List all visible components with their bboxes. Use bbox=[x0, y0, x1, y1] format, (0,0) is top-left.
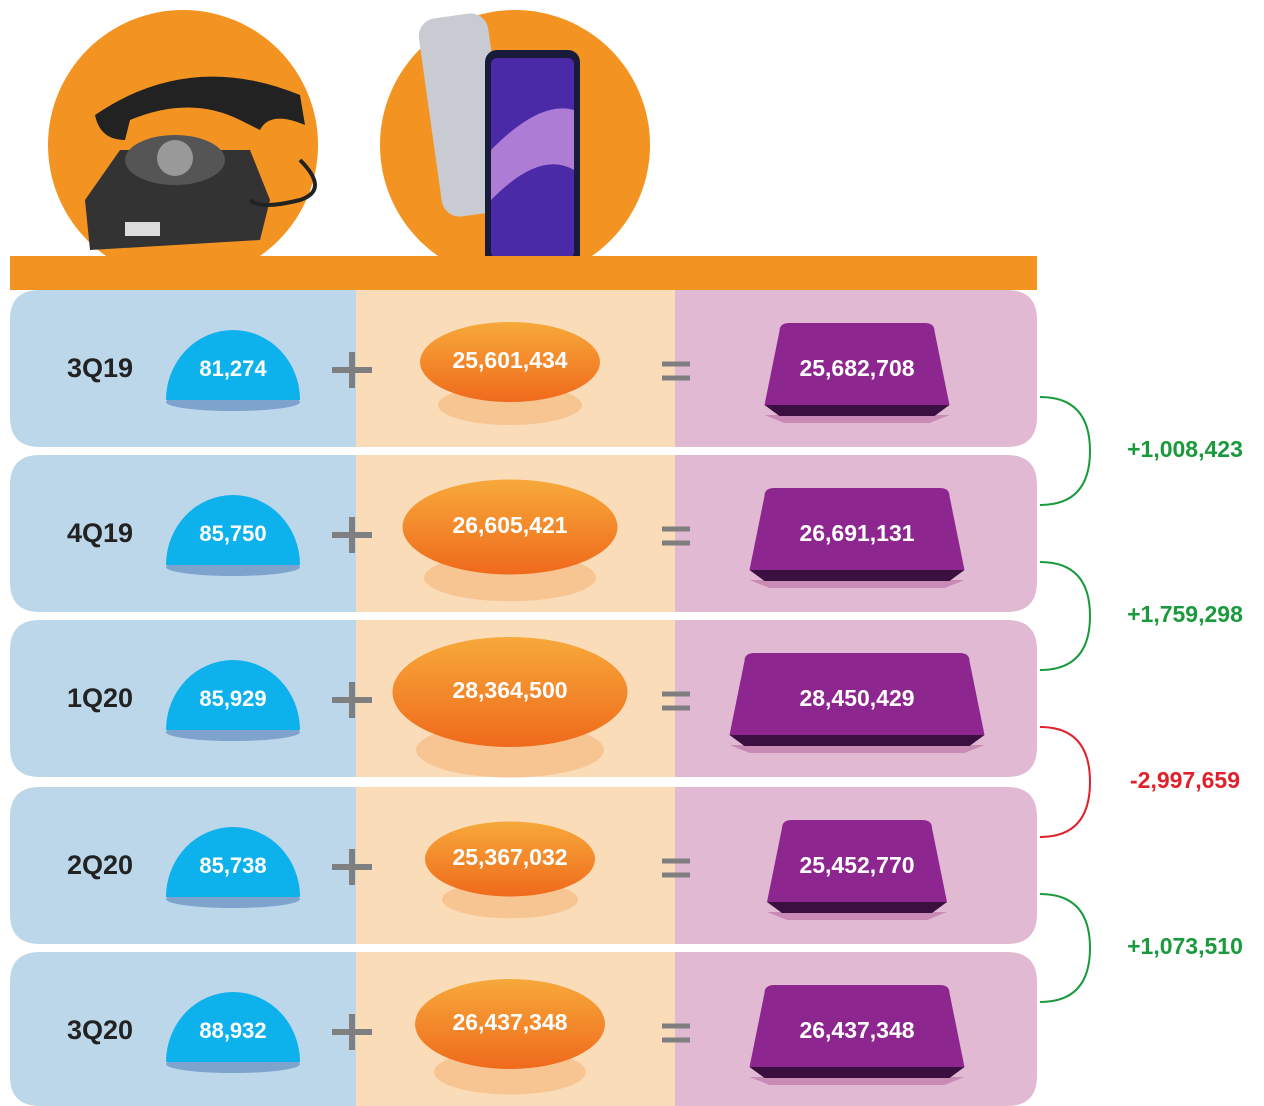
mobile-value: 26,437,348 bbox=[452, 1009, 567, 1035]
row: 2Q20 85,738 25,367,032 25,452,770 bbox=[10, 787, 1037, 944]
row: 1Q20 85,929 28,364,500 28,450,429 bbox=[10, 620, 1037, 778]
header-bar bbox=[10, 256, 1037, 290]
change-label: +1,073,510 bbox=[1127, 933, 1243, 959]
fixed-value: 85,929 bbox=[199, 686, 266, 711]
block-shadow bbox=[750, 1077, 965, 1085]
block-base bbox=[750, 570, 965, 581]
mobile-value: 28,364,500 bbox=[452, 677, 567, 703]
change-bracket bbox=[1040, 562, 1090, 670]
block-shadow bbox=[750, 580, 965, 588]
total-value: 26,437,348 bbox=[799, 1017, 914, 1043]
period-label: 3Q20 bbox=[67, 1015, 133, 1045]
block-shadow bbox=[767, 912, 947, 920]
change-label: +1,008,423 bbox=[1127, 436, 1243, 462]
block-base bbox=[767, 902, 947, 913]
change-bracket bbox=[1040, 397, 1090, 505]
mobile-value: 25,601,434 bbox=[452, 347, 567, 373]
block-base bbox=[750, 1067, 965, 1078]
fixed-value: 88,932 bbox=[199, 1018, 266, 1043]
period-label: 1Q20 bbox=[67, 683, 133, 713]
row: 4Q19 85,750 26,605,421 26,691,131 bbox=[10, 455, 1037, 612]
change-label: -2,997,659 bbox=[1130, 767, 1240, 793]
infographic: 3Q19 81,274 25,601,434 25,682,708 4Q19 85,750… bbox=[0, 0, 1264, 1106]
row: 3Q19 81,274 25,601,434 25,682,708 bbox=[10, 290, 1037, 447]
total-value: 25,452,770 bbox=[799, 852, 914, 878]
block-base bbox=[730, 735, 985, 746]
period-label: 2Q20 bbox=[67, 850, 133, 880]
fixed-value: 85,750 bbox=[199, 521, 266, 546]
block-base bbox=[765, 405, 950, 416]
mobile-value: 26,605,421 bbox=[452, 512, 567, 538]
total-value: 26,691,131 bbox=[799, 520, 914, 546]
period-label: 3Q19 bbox=[67, 353, 133, 383]
change-bracket bbox=[1040, 727, 1090, 837]
block-shadow bbox=[765, 415, 950, 423]
total-value: 25,682,708 bbox=[799, 355, 914, 381]
change-label: +1,759,298 bbox=[1127, 601, 1243, 627]
change-bracket bbox=[1040, 894, 1090, 1002]
block-shadow bbox=[730, 745, 985, 753]
row: 3Q20 88,932 26,437,348 26,437,348 bbox=[10, 952, 1037, 1106]
total-value: 28,450,429 bbox=[799, 685, 914, 711]
period-label: 4Q19 bbox=[67, 518, 133, 548]
mobile-value: 25,367,032 bbox=[452, 844, 567, 870]
fixed-value: 85,738 bbox=[199, 853, 266, 878]
header-icons bbox=[48, 10, 650, 280]
rows: 3Q19 81,274 25,601,434 25,682,708 4Q19 85,750… bbox=[10, 290, 1243, 1106]
fixed-value: 81,274 bbox=[199, 356, 267, 381]
